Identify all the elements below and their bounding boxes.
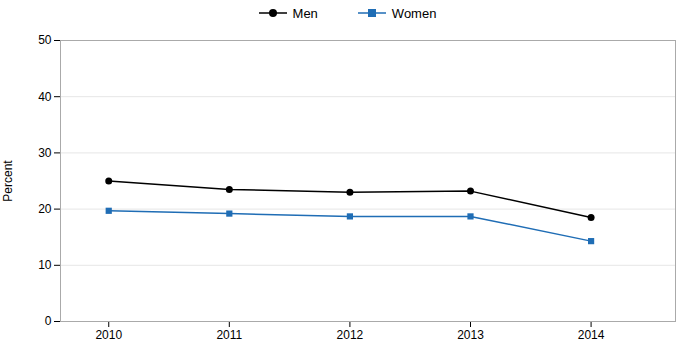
svg-text:2014: 2014 [578,328,605,342]
svg-text:10: 10 [38,258,52,272]
svg-text:Percent: Percent [1,160,15,202]
svg-text:2010: 2010 [95,328,122,342]
svg-text:0: 0 [45,314,52,328]
svg-text:20: 20 [38,202,52,216]
svg-text:2013: 2013 [457,328,484,342]
html-text:Women: Women [391,5,437,21]
svg-text:30: 30 [38,146,52,160]
svg-text:40: 40 [38,90,52,104]
svg-text:2011: 2011 [216,328,242,342]
svg-text:50: 50 [38,33,52,47]
svg-text:2012: 2012 [337,328,364,342]
html-text:Men: Men [292,5,318,21]
